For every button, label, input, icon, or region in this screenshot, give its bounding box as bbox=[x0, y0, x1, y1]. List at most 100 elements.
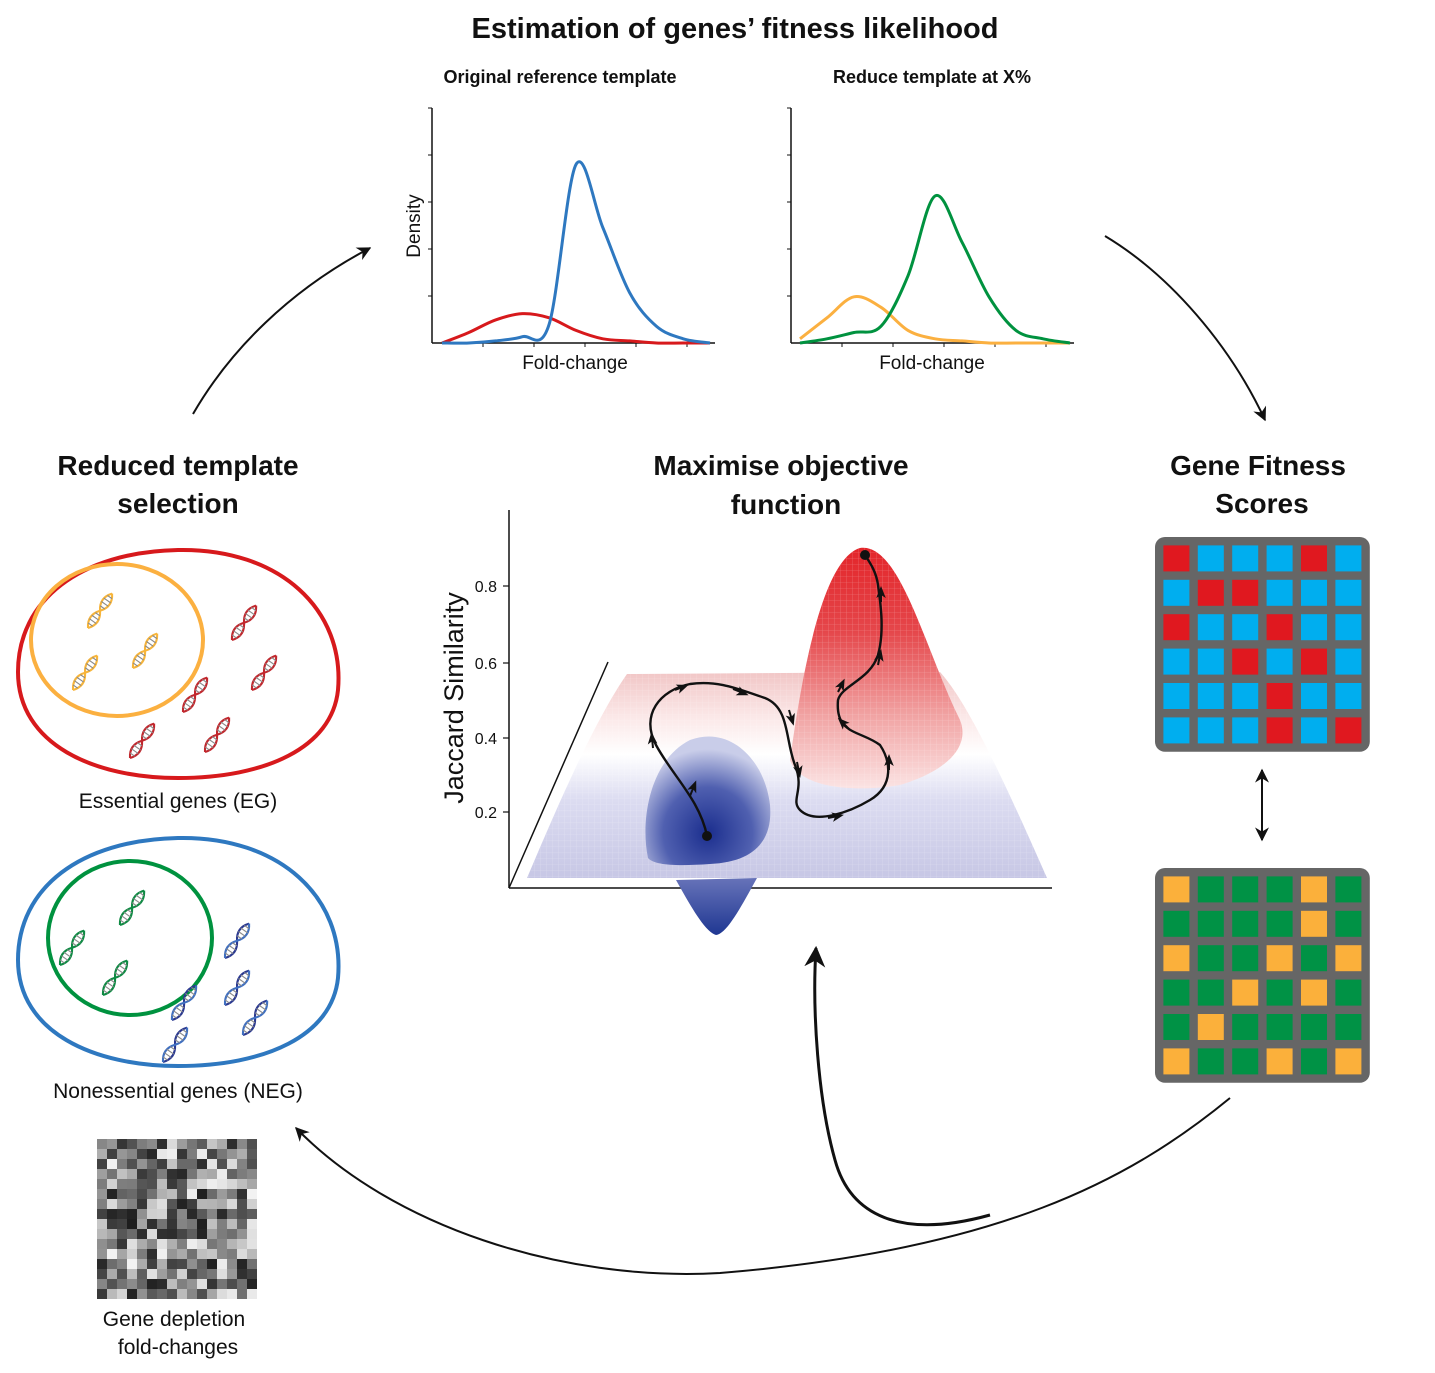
matrix-cell bbox=[167, 1199, 177, 1209]
matrix-cell bbox=[237, 1259, 247, 1269]
matrix-cell bbox=[217, 1279, 227, 1289]
matrix-cell bbox=[147, 1189, 157, 1199]
matrix-cell bbox=[207, 1239, 217, 1249]
dna-icon bbox=[68, 590, 281, 762]
matrix-cell bbox=[197, 1279, 207, 1289]
scores-title-line1: Gene Fitness bbox=[1170, 450, 1346, 481]
matrix-cell bbox=[177, 1199, 187, 1209]
matrix-cell bbox=[207, 1159, 217, 1169]
score-cell bbox=[1266, 1014, 1293, 1040]
score-cell bbox=[1335, 1014, 1362, 1040]
matrix-cell bbox=[187, 1269, 197, 1279]
matrix-cell bbox=[177, 1209, 187, 1219]
matrix-cell bbox=[217, 1179, 227, 1189]
matrix-cell bbox=[137, 1239, 147, 1249]
objective-title-line2: function bbox=[731, 489, 841, 520]
density-curve-1 bbox=[441, 160, 711, 345]
matrix-cell bbox=[127, 1169, 137, 1179]
matrix-cell bbox=[137, 1179, 147, 1189]
density-curve-0 bbox=[799, 295, 1070, 345]
plot-area-reduced bbox=[787, 107, 1074, 347]
matrix-cell bbox=[167, 1169, 177, 1179]
score-cell bbox=[1232, 545, 1259, 572]
matrix-cell bbox=[217, 1139, 227, 1149]
matrix-cell bbox=[187, 1179, 197, 1189]
score-cell bbox=[1197, 614, 1224, 641]
matrix-cell bbox=[247, 1199, 257, 1209]
matrix-cell bbox=[177, 1279, 187, 1289]
matrix-cell bbox=[127, 1189, 137, 1199]
matrix-cell bbox=[127, 1209, 137, 1219]
matrix-cell bbox=[237, 1179, 247, 1189]
matrix-cell bbox=[227, 1239, 237, 1249]
matrix-cell bbox=[157, 1159, 167, 1169]
matrix-cell bbox=[107, 1149, 117, 1159]
matrix-cell bbox=[167, 1259, 177, 1269]
score-cell bbox=[1301, 614, 1327, 641]
matrix-cell bbox=[107, 1279, 117, 1289]
path-end-point bbox=[860, 550, 870, 560]
arrow-to-objective bbox=[804, 945, 991, 1227]
matrix-cell bbox=[127, 1269, 137, 1279]
selection-title-line2: selection bbox=[117, 488, 238, 519]
matrix-cell bbox=[107, 1229, 117, 1239]
matrix-cell bbox=[137, 1229, 147, 1239]
matrix-cell bbox=[217, 1239, 227, 1249]
matrix-cell bbox=[217, 1219, 227, 1229]
matrix-cell bbox=[177, 1189, 187, 1199]
matrix-cell bbox=[137, 1139, 147, 1149]
matrix-cell bbox=[97, 1259, 107, 1269]
matrix-cell bbox=[147, 1209, 157, 1219]
density-curve-0 bbox=[441, 312, 710, 345]
matrix-cell bbox=[177, 1289, 187, 1299]
panel-title-reduced: Reduce template at X% bbox=[833, 67, 1031, 87]
matrix-cell bbox=[137, 1149, 147, 1159]
score-cell bbox=[1301, 683, 1327, 709]
matrix-cell bbox=[237, 1229, 247, 1239]
matrix-cell bbox=[227, 1219, 237, 1229]
neg-caption: Nonessential genes (NEG) bbox=[53, 1080, 303, 1103]
matrix-cell bbox=[227, 1209, 237, 1219]
score-cell bbox=[1163, 648, 1190, 675]
matrix-cell bbox=[107, 1199, 117, 1209]
score-cell bbox=[1197, 945, 1224, 972]
score-cell bbox=[1197, 979, 1224, 1006]
arrow-scores-to-selection bbox=[295, 1097, 1231, 1275]
matrix-cell bbox=[117, 1149, 127, 1159]
score-cell bbox=[1335, 876, 1362, 903]
score-cell bbox=[1197, 648, 1224, 675]
matrix-cell bbox=[157, 1239, 167, 1249]
matrix-cell bbox=[137, 1209, 147, 1219]
matrix-cell bbox=[97, 1149, 107, 1159]
matrix-cell bbox=[247, 1229, 257, 1239]
matrix-cell bbox=[237, 1199, 247, 1209]
matrix-cell bbox=[177, 1249, 187, 1259]
matrix-cell bbox=[247, 1219, 257, 1229]
matrix-cell bbox=[137, 1219, 147, 1229]
matrix-cell bbox=[207, 1139, 217, 1149]
matrix-cell bbox=[207, 1279, 217, 1289]
surface-well bbox=[645, 736, 771, 866]
matrix-caption-line2: fold-changes bbox=[118, 1336, 238, 1359]
surface-tick-label: 0.4 bbox=[475, 731, 497, 748]
score-cell bbox=[1163, 579, 1190, 606]
matrix-cell bbox=[217, 1199, 227, 1209]
score-cell bbox=[1232, 579, 1259, 606]
score-cell bbox=[1335, 910, 1362, 937]
matrix-cell bbox=[237, 1169, 247, 1179]
score-cell bbox=[1163, 876, 1190, 903]
matrix-cell bbox=[157, 1149, 167, 1159]
matrix-cell bbox=[157, 1139, 167, 1149]
matrix-cell bbox=[97, 1159, 107, 1169]
score-cell bbox=[1335, 545, 1362, 572]
score-cell bbox=[1232, 683, 1259, 709]
score-cell bbox=[1197, 876, 1224, 903]
matrix-cell bbox=[227, 1259, 237, 1269]
matrix-cell bbox=[147, 1279, 157, 1289]
matrix-cell bbox=[187, 1259, 197, 1269]
matrix-cell bbox=[117, 1269, 127, 1279]
matrix-cell bbox=[207, 1249, 217, 1259]
score-cell bbox=[1163, 683, 1190, 709]
matrix-cell bbox=[147, 1219, 157, 1229]
score-cell bbox=[1197, 1014, 1224, 1040]
